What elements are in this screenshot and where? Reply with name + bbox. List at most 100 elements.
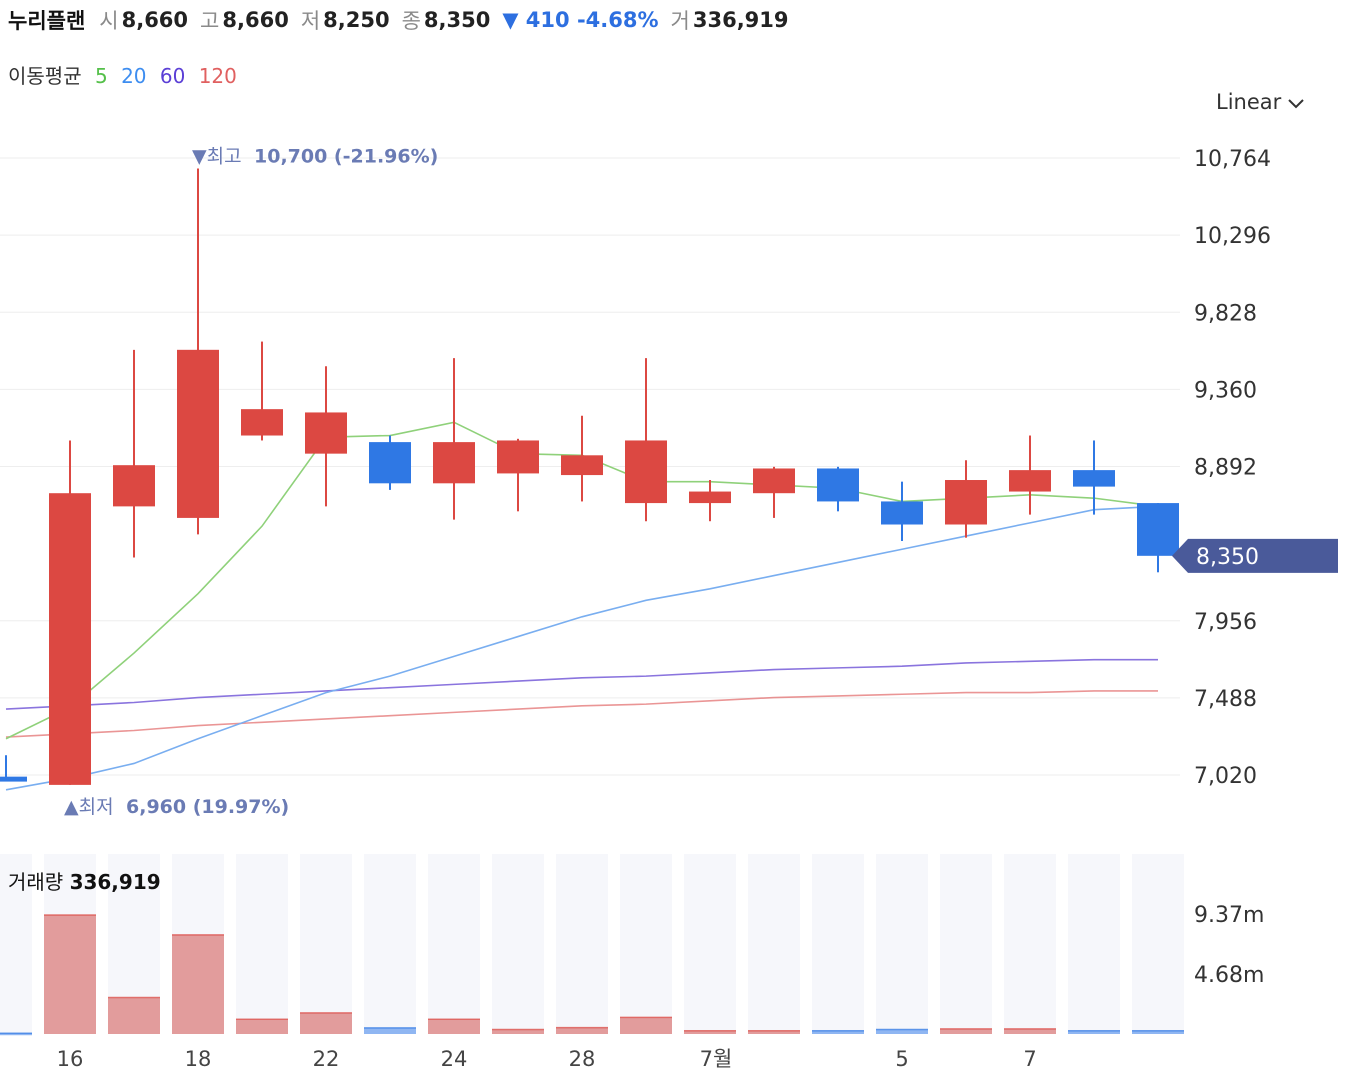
x-tick-label: 7월 [700,1047,733,1071]
candle-body [945,480,987,525]
price-tick-label: 7,020 [1194,764,1257,789]
volume-bar [108,997,160,1034]
high-marker-value: 10,700 (-21.96%) [254,146,438,168]
price-tick-label: 10,296 [1194,224,1271,249]
volume-title-label: 거래량 [8,870,64,894]
candle-body [49,493,91,785]
last-price-tag [1172,538,1338,573]
candle-body [497,440,539,474]
ma-legend-item-20[interactable]: 20 [121,64,147,88]
candle-body [241,409,283,436]
volume-column-bg [748,854,800,1034]
candle-body [113,465,155,507]
candle-body [881,501,923,525]
volume-tick-label: 9.37m [1194,903,1264,928]
price-tick-label: 8,892 [1194,456,1257,481]
candle-body [1137,503,1179,556]
open-label: 시 [99,9,119,33]
volume-bar [172,934,224,1034]
volume-title-value: 336,919 [69,870,161,894]
price-tick-label: 9,360 [1194,378,1257,403]
volume-tick-label: 4.68m [1194,963,1264,988]
moving-average-legend: 이동평균 5 20 60 120 [8,60,244,89]
high-marker-label: ▼최고 [192,146,242,168]
low-value: 8,250 [323,8,390,32]
candle-body [817,468,859,502]
price-tick-label: 10,764 [1194,147,1271,172]
volume-bar [684,1030,736,1034]
candle-body [369,442,411,484]
last-price-label: 8,350 [1196,545,1259,570]
open-value: 8,660 [121,8,189,32]
volume-bar [748,1030,800,1034]
candle-body [1073,470,1115,487]
volume-bar [236,1019,288,1034]
x-tick-label: 5 [895,1047,908,1071]
volume-bar [44,915,96,1034]
volume-bar [428,1019,480,1034]
x-tick-label: 24 [441,1047,468,1071]
low-marker-value: 6,960 (19.97%) [126,796,289,818]
scale-selector-label: Linear [1216,90,1282,114]
ma120-line [5,690,1158,738]
stock-header: 누리플랜 시 8,660 고 8,660 저 8,250 종 8,350 ▼ 410 -… [8,4,801,36]
candle-body [0,776,27,782]
close-value: 8,350 [423,8,491,32]
ma-legend-title: 이동평균 [8,64,82,88]
volume-column-bg [300,854,352,1034]
volume-column-bg [1068,854,1120,1034]
volume-column-bg [876,854,928,1034]
volume-panel-title: 거래량 336,919 [8,866,161,895]
candle-body [177,349,219,518]
candle-body [1009,470,1051,492]
close-label: 종 [401,9,421,33]
price-tick-label: 9,828 [1194,301,1257,326]
high-label: 고 [200,9,220,33]
ma20-line [5,505,1159,791]
candle-body [753,468,795,494]
candle-body [561,455,603,476]
x-tick-label: 22 [313,1047,340,1071]
low-marker-label: ▲최저 [64,796,114,818]
volume-column-bg [1132,854,1184,1034]
volume-column-bg [812,854,864,1034]
volume-bar [364,1027,416,1034]
high-value: 8,660 [222,8,289,32]
volume-bar [1068,1030,1120,1034]
x-tick-label: 28 [569,1047,596,1071]
volume-column-bg [684,854,736,1034]
volume-bar [300,1012,352,1034]
low-label: 저 [300,9,321,33]
volume-bar [1004,1028,1056,1034]
ma60-line [5,658,1158,710]
volume-bar [876,1029,928,1034]
volume-bar [940,1028,992,1034]
volume-column-bg [1004,854,1056,1034]
candle-body [689,491,731,504]
candle-body [305,412,347,454]
volume-column-bg [556,854,608,1034]
ma-legend-item-5[interactable]: 5 [94,64,108,88]
volume-bar [492,1029,544,1034]
volume-column-bg [492,854,544,1034]
candle-body [433,442,475,484]
price-tick-label: 7,488 [1194,687,1257,712]
volume-column-bg [940,854,992,1034]
x-tick-label: 7 [1023,1047,1036,1071]
volume-label: 거 [670,9,690,33]
volume-column-bg [620,854,672,1034]
volume-column-bg [364,854,416,1034]
volume-column-bg [0,854,32,1034]
price-tick-label: 7,956 [1194,610,1257,635]
volume-bar [620,1017,672,1034]
volume-bar [1132,1030,1184,1034]
volume-value: 336,919 [692,8,789,32]
ma-legend-item-120[interactable]: 120 [198,64,237,88]
stock-name: 누리플랜 [8,9,86,33]
scale-selector[interactable]: Linear [1216,90,1305,114]
ma-legend-item-60[interactable]: 60 [159,64,186,88]
x-tick-label: 18 [185,1047,212,1071]
volume-column-bg [428,854,480,1034]
x-tick-label: 16 [57,1047,84,1071]
